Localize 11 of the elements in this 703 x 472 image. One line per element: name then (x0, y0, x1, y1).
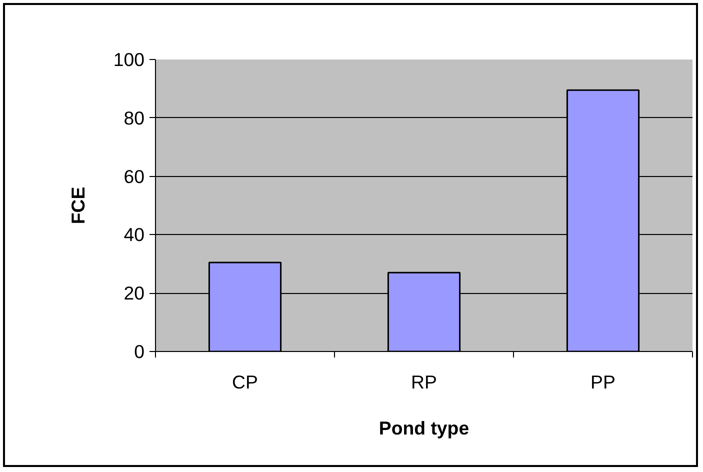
x-tick-label: CP (232, 372, 258, 392)
x-tick-label: PP (590, 372, 616, 392)
x-tick-label: RP (411, 372, 437, 392)
x-axis-title: Pond type (378, 418, 470, 438)
y-tick-label: 60 (124, 166, 145, 187)
y-tick-label: 20 (124, 282, 145, 304)
y-tick-label: 100 (113, 49, 145, 70)
y-tick-label: 40 (124, 224, 145, 246)
y-tick-label: 80 (124, 107, 145, 128)
y-tick-label: 0 (134, 341, 145, 362)
y-axis-title: FCE (67, 186, 88, 224)
